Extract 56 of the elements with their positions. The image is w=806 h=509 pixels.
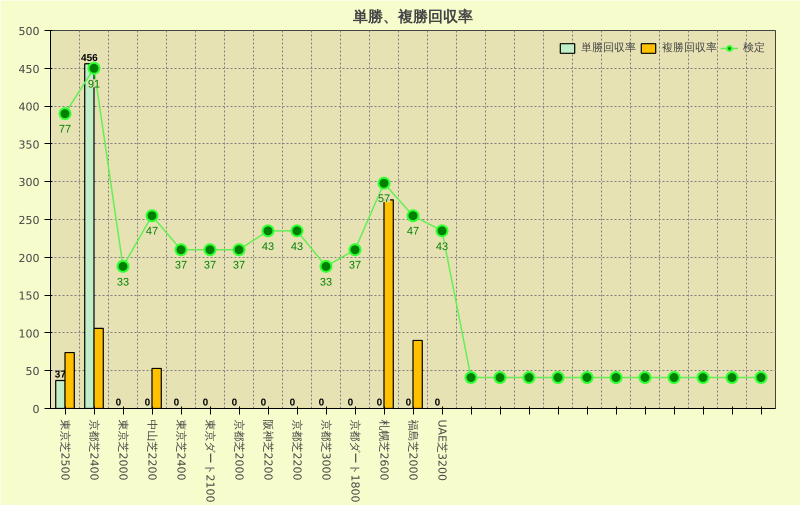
y-tick-label: 50 <box>26 365 40 378</box>
data-label: 456 <box>81 52 98 64</box>
annotation: 91 <box>88 78 100 90</box>
y-tick-label: 400 <box>18 100 40 114</box>
x-tick-label: 京都芝2400 <box>88 420 100 480</box>
legend-label: 複勝回収率 <box>662 40 717 55</box>
data-label: 0 <box>290 398 296 408</box>
x-tick-label: 中山芝2200 <box>146 420 158 480</box>
data-label: 0 <box>434 398 441 408</box>
annotation: 43 <box>262 240 274 253</box>
data-label: 0 <box>232 398 238 408</box>
y-tick-label: 500 <box>18 25 40 38</box>
annotation: 47 <box>406 226 420 238</box>
data-label: 0 <box>318 398 325 408</box>
data-label: 0 <box>406 398 412 408</box>
x-tick-label: 京都ダート1800 <box>348 420 362 502</box>
data-label: 0 <box>260 398 267 408</box>
x-tick-label: 京都芝2200 <box>290 420 304 480</box>
x-tick-label: 東京芝2500 <box>58 420 72 480</box>
x-tick-label: 福島芝2000 <box>406 420 420 480</box>
x-tick-label: 東京芝2400 <box>174 420 188 480</box>
annotation: 33 <box>320 276 332 288</box>
y-tick-label: 0 <box>32 403 40 416</box>
y-tick-label: 300 <box>18 176 40 190</box>
annotation: 43 <box>436 240 448 253</box>
annotation: 77 <box>58 124 72 136</box>
chart-title: 単勝、複勝回収率 <box>352 8 473 26</box>
annotation: 37 <box>348 260 362 272</box>
annotation: 37 <box>232 260 246 272</box>
data-label: 0 <box>348 398 354 408</box>
y-tick-label: 450 <box>18 62 40 76</box>
x-tick-label: UAE芝3200 <box>436 420 448 482</box>
y-tick-label: 100 <box>18 327 40 340</box>
annotation: 47 <box>146 226 158 238</box>
annotation: 37 <box>174 260 188 272</box>
y-tick-label: 150 <box>18 290 40 303</box>
x-tick-label: 東京芝2000 <box>116 420 130 480</box>
annotation: 43 <box>290 240 304 253</box>
annotation: 33 <box>116 276 130 288</box>
x-tick-label: 東京ダート2100 <box>204 420 216 502</box>
legend-label: 検定 <box>743 40 765 55</box>
x-tick-label: 札幌芝2600 <box>378 420 390 480</box>
y-tick-label: 350 <box>18 138 40 152</box>
y-tick-label: 250 <box>18 214 40 227</box>
y-tick-label: 200 <box>18 252 40 265</box>
legend-label: 単勝回収率 <box>581 40 636 55</box>
data-label: 0 <box>174 398 180 408</box>
annotation: 57 <box>378 193 390 206</box>
x-tick-label: 阪神芝2200 <box>262 420 274 480</box>
data-label: 0 <box>202 398 209 408</box>
data-label: 0 <box>116 398 122 408</box>
annotation: 37 <box>204 260 216 272</box>
data-label: 0 <box>376 398 383 408</box>
x-tick-label: 京都芝2000 <box>232 420 246 480</box>
x-tick-label: 京都芝3000 <box>320 420 332 480</box>
data-label: 0 <box>144 398 151 408</box>
